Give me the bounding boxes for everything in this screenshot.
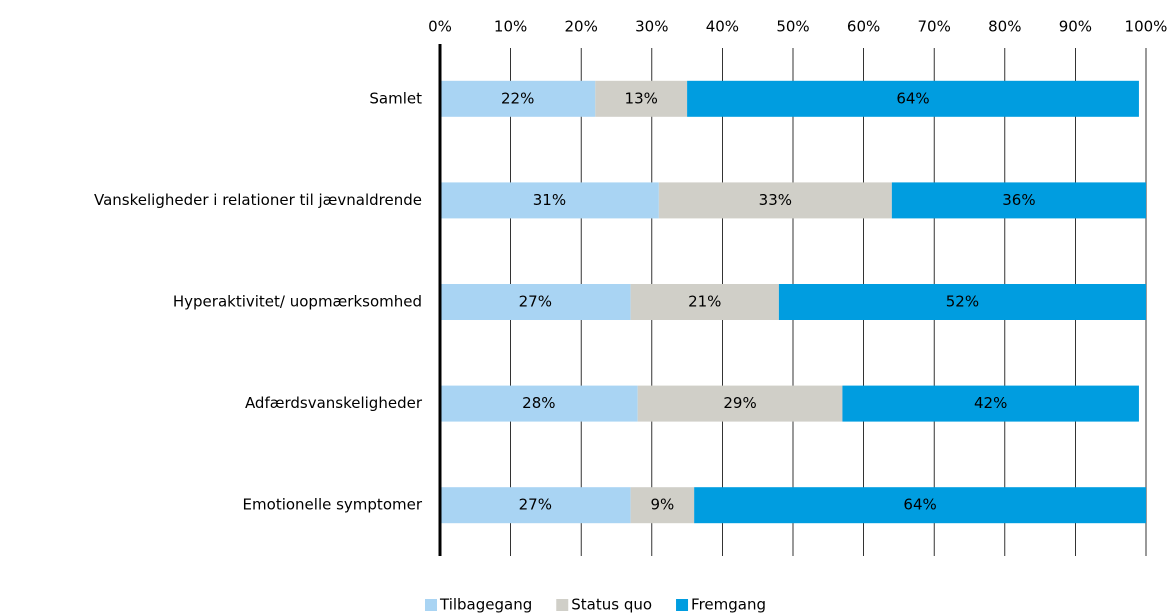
bar-segment bbox=[842, 385, 1139, 422]
x-tick-label: 10% bbox=[494, 18, 527, 36]
bar-segment bbox=[440, 284, 631, 320]
y-tick-label: Hyperaktivitet/ uopmærksomhed bbox=[173, 293, 422, 311]
x-tick-label: 40% bbox=[706, 18, 739, 36]
bar-segment bbox=[595, 80, 688, 117]
data-label: 13% bbox=[625, 89, 658, 107]
x-tick-label: 20% bbox=[565, 18, 598, 36]
legend-swatch bbox=[676, 599, 689, 611]
data-label: 9% bbox=[650, 496, 674, 514]
y-tick-label: Adfærdsvanskeligheder bbox=[245, 394, 423, 412]
legend-label: Status quo bbox=[571, 596, 652, 614]
data-label: 33% bbox=[759, 191, 792, 209]
x-tick-label: 30% bbox=[635, 18, 668, 36]
data-label: 27% bbox=[519, 293, 552, 311]
bar-segment bbox=[778, 284, 1146, 320]
bar-segment bbox=[630, 487, 695, 524]
data-label: 28% bbox=[522, 394, 555, 412]
legend-label: Fremgang bbox=[691, 596, 766, 614]
data-label: 64% bbox=[903, 496, 936, 514]
data-label: 64% bbox=[896, 89, 929, 107]
bar-segment bbox=[891, 182, 1146, 219]
x-tick-label: 50% bbox=[776, 18, 809, 36]
data-label: 31% bbox=[533, 191, 566, 209]
data-label: 29% bbox=[723, 394, 756, 412]
data-label: 21% bbox=[688, 293, 721, 311]
bar-segment bbox=[440, 182, 659, 219]
data-label: 27% bbox=[519, 496, 552, 514]
y-tick-label: Vanskeligheder i relationer til jævnaldr… bbox=[94, 191, 422, 209]
bar-segment bbox=[637, 385, 843, 422]
x-tick-label: 70% bbox=[918, 18, 951, 36]
bar-segment bbox=[658, 182, 892, 219]
y-tick-label: Emotionelle symptomer bbox=[243, 496, 423, 514]
x-tick-label: 90% bbox=[1059, 18, 1092, 36]
data-label: 52% bbox=[946, 293, 979, 311]
bar-segment bbox=[687, 80, 1139, 117]
legend-swatch bbox=[425, 599, 437, 611]
bar-segment bbox=[440, 487, 631, 524]
x-tick-label: 100% bbox=[1125, 18, 1168, 36]
legend-label: Tilbagegang bbox=[439, 596, 532, 614]
bar-segment bbox=[694, 487, 1146, 524]
bar-segment bbox=[440, 80, 596, 117]
bar-segment bbox=[440, 385, 638, 422]
data-label: 36% bbox=[1002, 191, 1035, 209]
legend-swatch bbox=[556, 599, 569, 611]
data-label: 42% bbox=[974, 394, 1007, 412]
x-tick-label: 80% bbox=[988, 18, 1021, 36]
data-label: 22% bbox=[501, 89, 534, 107]
x-tick-label: 60% bbox=[847, 18, 880, 36]
bar-segment bbox=[630, 284, 779, 320]
x-tick-label: 0% bbox=[428, 18, 452, 36]
y-tick-label: Samlet bbox=[369, 89, 422, 107]
